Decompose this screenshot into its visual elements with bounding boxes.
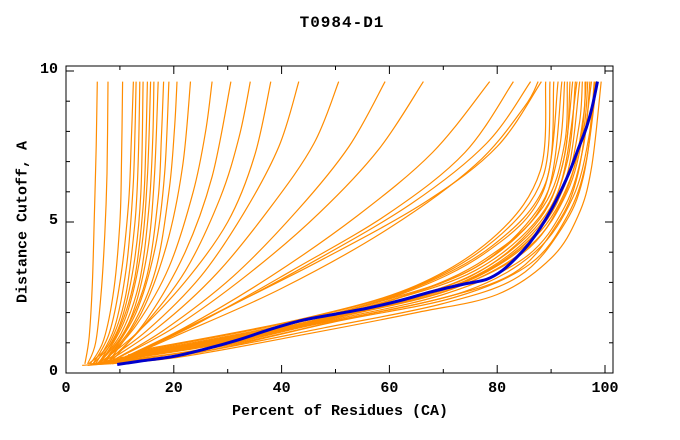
model-curve — [103, 81, 340, 365]
model-curve — [119, 81, 542, 362]
model-curve — [108, 81, 192, 362]
model-curve — [108, 81, 424, 363]
model-curve — [105, 81, 170, 362]
model-curve — [84, 81, 98, 364]
x-tick-label: 80 — [488, 380, 507, 397]
model-curve — [89, 81, 124, 365]
model-curve — [138, 81, 547, 351]
plot-frame — [65, 65, 614, 374]
model-curve — [88, 81, 141, 365]
model-curve — [135, 81, 551, 353]
model-curve — [97, 81, 165, 365]
model-curve — [92, 81, 134, 365]
y-tick-label: 10 — [39, 61, 58, 78]
x-axis-label: Percent of Residues (CA) — [231, 403, 449, 420]
model-curve — [103, 81, 213, 363]
x-tick-label: 100 — [591, 380, 619, 397]
model-curve — [97, 81, 272, 365]
model-curve — [133, 81, 555, 354]
y-tick-label: 0 — [48, 363, 58, 380]
x-tick-label: 0 — [61, 380, 71, 397]
model-curve — [97, 81, 144, 365]
model-curve — [109, 81, 491, 365]
chart-title: T0984-D1 — [299, 14, 385, 32]
model-curve — [87, 81, 109, 365]
model-curve — [100, 81, 300, 365]
model-curve — [95, 81, 591, 365]
model-curve — [106, 81, 386, 365]
model-curve — [95, 81, 137, 365]
model-curve — [92, 81, 596, 365]
model-curve — [112, 81, 539, 365]
model-curve — [92, 81, 148, 365]
model-curve — [82, 81, 602, 366]
model-curve — [127, 81, 563, 356]
model-curve — [111, 81, 232, 362]
x-tick-label: 60 — [380, 380, 399, 397]
model-curve — [100, 81, 152, 363]
model-curve — [101, 81, 178, 365]
x-tick-label: 20 — [164, 380, 183, 397]
x-tick-label: 40 — [272, 380, 291, 397]
model-curve — [96, 81, 155, 365]
y-tick-label: 5 — [48, 212, 58, 229]
highlighted-curve — [116, 81, 599, 366]
model-curve — [114, 81, 514, 363]
